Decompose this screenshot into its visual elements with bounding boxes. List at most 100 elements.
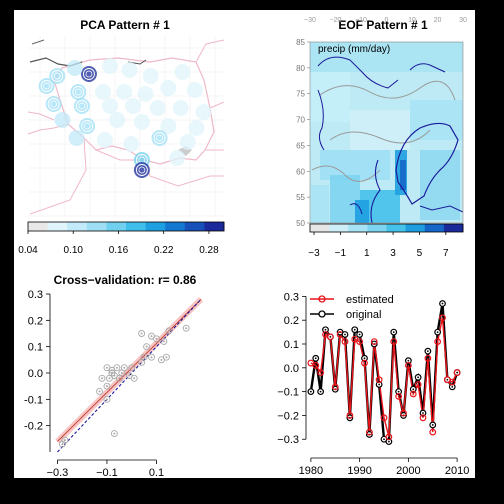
cv-point-center [61,443,64,446]
colorbar-swatch [47,222,68,231]
colorbar-swatch [126,222,147,231]
colorbar-swatch [106,222,127,231]
eof-colorbar-tick-label: 5 [417,248,423,259]
eof-longitude-ticks: −30 −20 −10 0 10 20 30 [304,17,467,24]
eof-lat-label: 85 [296,38,305,47]
station-marker [68,130,85,146]
eof-coastline [317,56,399,89]
station-marker [172,100,189,116]
cv-point-center [130,366,133,369]
cv-point-center [128,374,131,377]
ts-estimated-point [331,383,339,391]
ts-original-point-center [324,328,327,331]
cv-y-tick-label: -0.1 [24,394,43,406]
ts-original-point-center [417,376,420,379]
cv-y-tick-label: 0.1 [28,342,43,354]
ts-original-point-center [344,333,346,336]
eof-colorbar-swatch [405,224,426,232]
cv-point [160,337,168,345]
station-marker [188,120,205,136]
eof-title: EOF Pattern # 1 [338,18,428,32]
ts-original-point-center [436,331,439,333]
ts-original-point-center [431,424,434,426]
cv-point-center [150,335,153,338]
cv-plot-area: -0.2 -0.1 0.0 0.1 0.2 0.3 −0.3 −0.1 0.1 [24,289,204,479]
station-marker [160,80,177,96]
eof-lon-label: 0 [385,17,389,24]
ts-y-tick-label: 0.0 [284,363,299,375]
pca-country-borders [27,39,225,215]
cv-point [148,332,155,340]
cv-point [138,330,146,337]
colorbar-frame [27,221,225,232]
ts-y-tick-label: −0.2 [277,410,299,422]
eof-lat-label: 70 [296,116,305,125]
station-marker [81,120,94,132]
station-marker [109,112,126,128]
ts-y-tick-label: 0.1 [284,339,299,351]
station-marker [169,150,186,166]
ts-estimated-point [375,376,383,384]
cv-point [98,374,106,382]
ts-estimated-point [365,428,373,436]
cv-point-center [143,356,146,359]
cv-y-tick-label: 0.0 [28,368,43,380]
legend-estimated-label: estimated [346,294,394,306]
station-marker [75,88,82,96]
cv-point-center [145,345,148,348]
eof-colorbar-tick-label: 3 [390,248,396,259]
station-marker [78,102,86,110]
cv-point [110,430,118,438]
ts-estimated-point [453,369,461,376]
cv-point [128,364,136,372]
colorbar-swatch [86,222,107,231]
legend-original-label: original [346,309,381,321]
cv-point-center [118,377,121,380]
ts-estimated-point [356,338,364,346]
ts-estimated-point [434,338,442,346]
ts-estimated-point [400,409,407,417]
eof-lon-label: −10 [355,17,367,24]
cv-point [113,364,121,372]
eof-latitude-ticks: 85 80 75 70 65 60 55 50 [296,38,310,228]
ts-original-point-center [422,412,424,414]
pca-colorbar [27,221,225,232]
station-marker [195,104,212,120]
eof-contour [319,80,456,101]
station-marker [96,132,113,148]
station-marker [160,118,177,134]
ts-plot-area: −0.3 −0.2 −0.1 0.0 0.1 0.2 0.3 1980 1990 2000 2010 [277,291,469,477]
cv-point-center [105,398,108,401]
cv-point [148,353,155,361]
cv-point-center [63,439,66,442]
station-marker [121,62,138,78]
eof-field-cell [310,72,350,122]
cv-point [58,440,66,448]
cv-x-tick-label: −0.1 [96,467,118,479]
station-marker [75,100,88,112]
ts-panel: −0.3 −0.2 −0.1 0.0 0.1 0.2 0.3 1980 1990 2000 2010… [277,291,469,477]
cv-point-center [162,340,165,343]
eof-colorbar-swatch [329,224,349,232]
colorbar-swatch [165,222,186,231]
eof-colorbar-tick-label: −1 [335,248,347,259]
cv-point-center [101,377,103,380]
station-marker [50,100,57,108]
eof-coastline [317,89,325,151]
cv-point-center [110,369,113,372]
station-marker [123,136,140,152]
station-marker [47,98,60,110]
cv-point-center [167,329,170,332]
legend-estimated-marker [318,295,326,303]
cv-x-tick-label: 0.1 [149,467,164,479]
ts-original-point-center [353,328,356,331]
ts-estimated-point [380,414,388,422]
ts-x-tick-label: 1990 [347,465,371,477]
cv-point-center [155,337,158,340]
cv-x-tick-label: −0.3 [47,467,69,479]
bottom-border [0,478,504,504]
station-marker [72,86,85,98]
eof-coastline [409,63,446,73]
station-marker [43,82,50,90]
ts-original-point-center [451,385,454,388]
